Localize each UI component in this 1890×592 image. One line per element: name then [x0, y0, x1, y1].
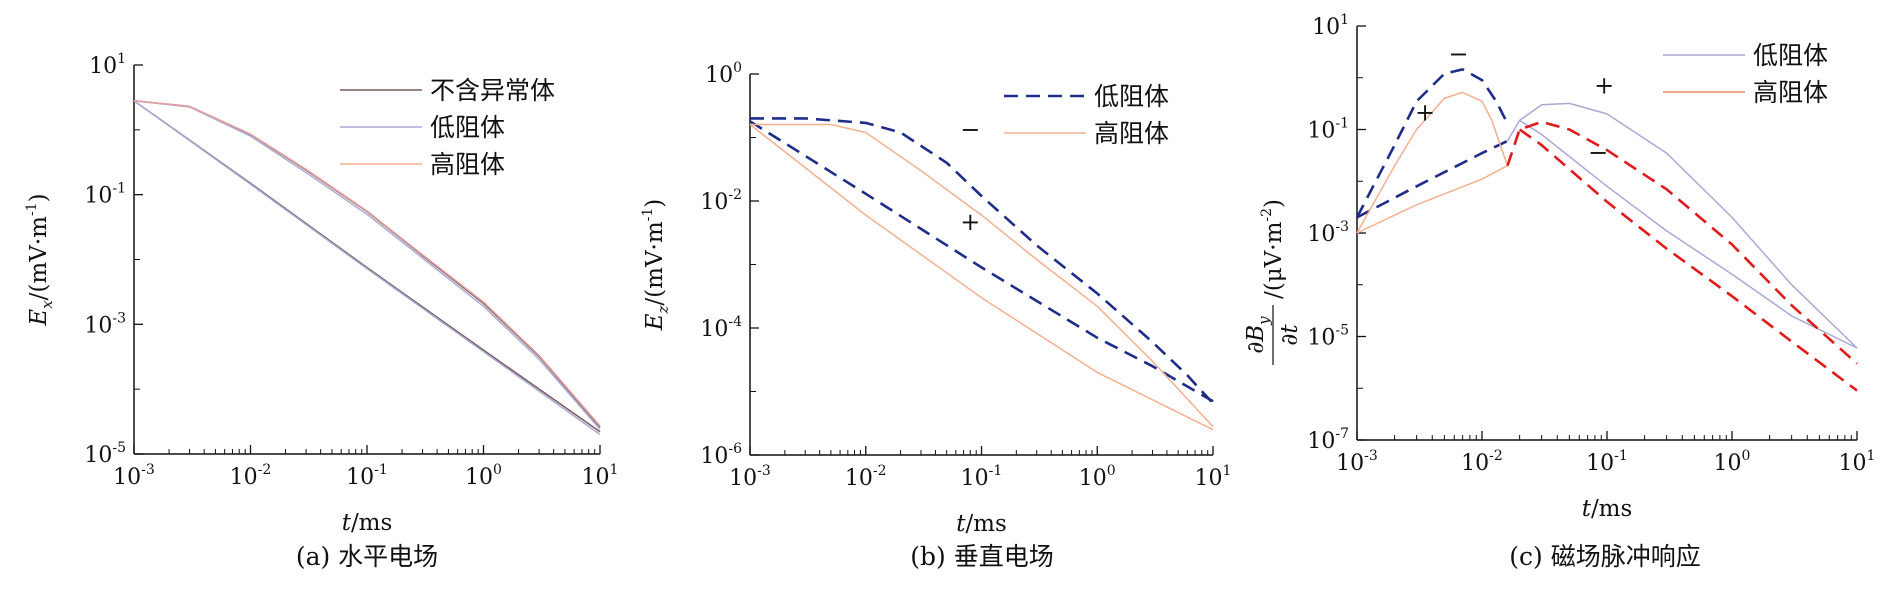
pc-series-line — [1506, 102, 1858, 349]
pa-x-tick-label: 101 — [582, 462, 619, 490]
pc-x-tick-label: 10-3 — [1336, 448, 1378, 476]
pc-x-axis-title: t/ms — [1582, 496, 1633, 522]
pb-legend-label: 高阻体 — [1094, 119, 1169, 148]
pc-x-tick-label: 10-2 — [1461, 448, 1503, 476]
pa-y-tick-label: 10-5 — [84, 440, 126, 468]
pc-x-tick-label: 100 — [1714, 448, 1751, 476]
pc-y-title-numerator: ∂By — [1243, 316, 1273, 354]
pb-y-tick-label: 10-6 — [700, 441, 742, 469]
pa-legend-label: 不含异常体 — [430, 76, 555, 105]
pc-sign-annotation: + — [1415, 98, 1435, 126]
pa-y-tick-label: 101 — [89, 51, 126, 79]
pc-y-tick-label: 101 — [1312, 12, 1349, 40]
pa-x-tick-label: 10-3 — [113, 462, 155, 490]
pc-series-line — [1356, 139, 1509, 219]
pa-x-axis-title: t/ms — [342, 510, 393, 536]
pa-y-axis-title: Ex/(mV·m-1) — [24, 193, 56, 326]
pb-x-tick-label: 10-3 — [729, 463, 771, 491]
pc-sign-annotation: − — [1588, 139, 1608, 167]
pb-x-tick-label: 10-1 — [961, 463, 1003, 491]
pc-series-line — [1519, 119, 1858, 349]
pb-x-tick-label: 100 — [1079, 463, 1116, 491]
pc-y-tick-label: 10-1 — [1307, 116, 1349, 144]
pa-legend-label: 高阻体 — [430, 150, 505, 179]
pc-x-tick-label: 10-1 — [1586, 448, 1628, 476]
pa-series-line — [133, 100, 601, 436]
pa-x-tick-label: 10-2 — [230, 462, 272, 490]
pa-x-tick-label: 10-1 — [346, 462, 388, 490]
pc-series-line — [1356, 91, 1509, 234]
pb-y-axis-title: Ez/(mV·m-1) — [640, 199, 672, 332]
pa-series-line — [133, 100, 601, 427]
pb-caption: (b) 垂直电场 — [910, 542, 1053, 571]
pb-x-tick-label: 101 — [1195, 463, 1232, 491]
pc-y-tick-label: 10-7 — [1307, 426, 1349, 454]
pa-y-tick-label: 10-3 — [84, 310, 126, 338]
pc-series-line — [1518, 128, 1858, 392]
pb-x-tick-label: 10-2 — [845, 463, 887, 491]
pc-y-tick-label: 10-3 — [1307, 219, 1349, 247]
pa-caption: (a) 水平电场 — [296, 542, 438, 571]
pc-legend-label: 低阻体 — [1753, 41, 1828, 70]
pc-sign-annotation: − — [1449, 40, 1469, 68]
pb-sign-annotation: − — [960, 116, 980, 144]
pc-series-line — [1355, 68, 1509, 218]
pc-series-line — [1356, 165, 1508, 234]
pb-series-line — [749, 123, 1214, 431]
pb-y-tick-label: 10-4 — [700, 314, 742, 342]
panel-a-horizontal-electric-field: 10-3 10-2 10-1 100 10110-510-310-1101不含异常体低阻… — [24, 51, 618, 571]
pc-y-title-denominator: ∂t — [1277, 324, 1303, 346]
pb-sign-annotation: + — [960, 208, 980, 236]
pb-series-line — [750, 117, 1214, 405]
pc-y-tick-label: 10-5 — [1307, 323, 1349, 351]
pc-legend-label: 高阻体 — [1753, 78, 1828, 107]
pc-series-line — [1506, 120, 1858, 365]
pa-y-tick-label: 10-1 — [84, 181, 126, 209]
pc-caption: (c) 磁场脉冲响应 — [1509, 542, 1700, 571]
pb-y-tick-label: 100 — [705, 60, 742, 88]
pb-series-line — [750, 123, 1214, 428]
panel-b-vertical-electric-field: 10-3 10-2 10-1 100 101 10-6 10-4 10-2 100 − + 低阻体高阻… — [640, 60, 1231, 571]
pc-y-axis-title: ∂By∂t /(μV·m-2) — [1243, 199, 1303, 365]
pc-sign-annotation: + — [1594, 71, 1614, 99]
panel-c-magnetic-impulse-response: 10-3 10-2 10-1 100 101 10-7 10-5 10-3 10-1 101 − + +… — [1243, 12, 1875, 571]
pa-series-line — [133, 100, 601, 430]
pa-legend-label: 低阻体 — [430, 113, 505, 142]
pb-x-axis-title: t/ms — [956, 511, 1007, 537]
pb-legend-label: 低阻体 — [1094, 82, 1169, 111]
pb-y-tick-label: 10-2 — [700, 187, 742, 215]
pc-x-tick-label: 101 — [1839, 448, 1876, 476]
pb-series-line — [749, 120, 1214, 403]
pc-y-title-unit: /(μV·m-2) — [1259, 199, 1287, 299]
pa-x-tick-label: 100 — [465, 462, 502, 490]
